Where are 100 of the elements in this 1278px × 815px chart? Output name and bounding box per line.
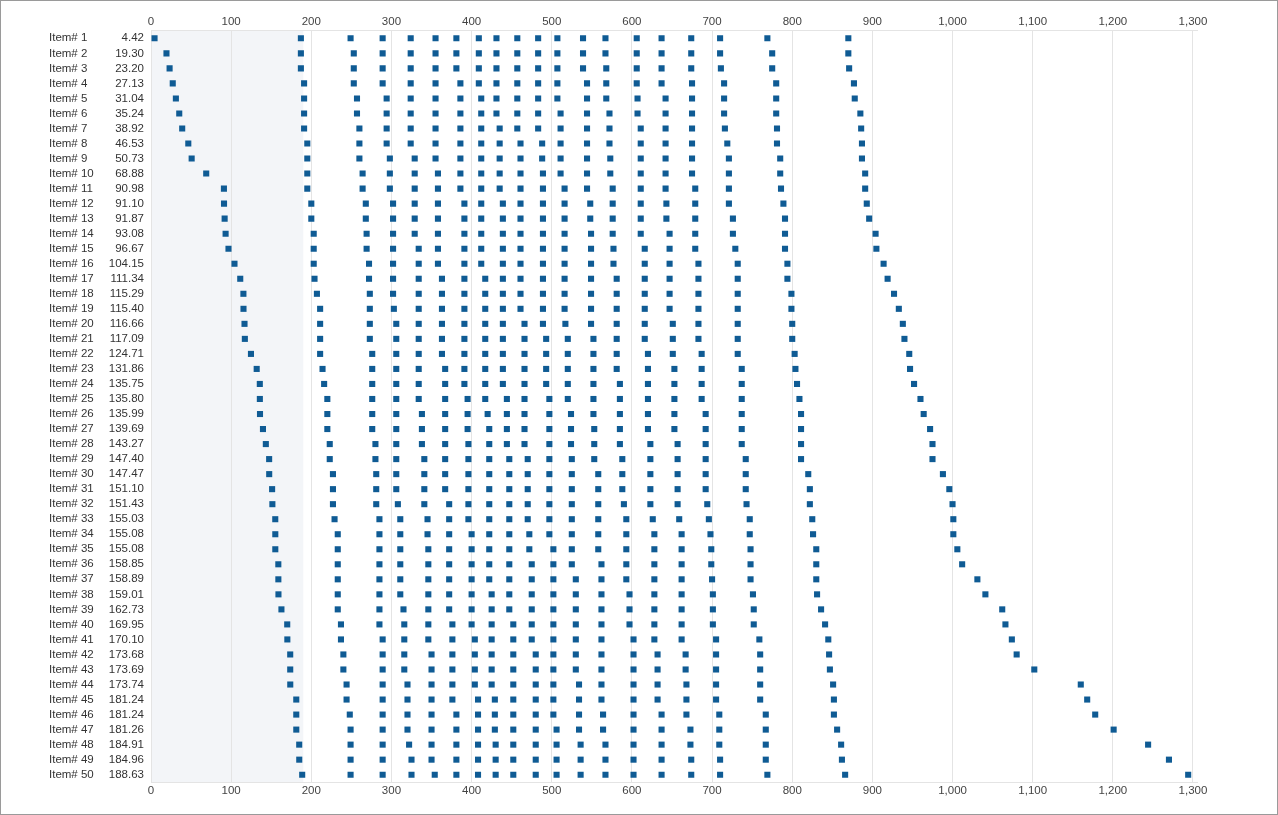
point xyxy=(553,771,560,778)
point xyxy=(350,65,357,72)
point xyxy=(742,486,749,493)
point xyxy=(421,456,428,463)
point xyxy=(266,456,273,463)
point xyxy=(557,155,564,162)
point xyxy=(369,395,376,403)
point xyxy=(568,546,575,553)
point xyxy=(438,305,445,312)
point xyxy=(662,95,669,102)
point xyxy=(920,410,927,418)
point xyxy=(373,501,380,508)
y-tick-label: Item# 13 xyxy=(49,211,94,224)
point xyxy=(438,275,445,282)
point xyxy=(521,320,528,327)
point xyxy=(496,170,503,177)
text: 159.01 xyxy=(108,587,144,600)
point xyxy=(577,756,584,763)
text: 151.43 xyxy=(108,497,144,510)
point xyxy=(588,230,595,237)
point xyxy=(438,290,445,297)
point xyxy=(465,441,472,448)
point xyxy=(151,35,158,42)
point xyxy=(688,80,696,87)
point xyxy=(535,80,542,87)
point xyxy=(557,125,564,132)
point xyxy=(773,80,780,87)
point xyxy=(709,591,716,598)
point xyxy=(644,426,651,433)
point xyxy=(397,591,404,598)
point xyxy=(499,380,506,387)
point xyxy=(369,380,376,387)
point xyxy=(482,290,489,297)
point xyxy=(561,260,568,267)
point xyxy=(613,290,620,297)
point xyxy=(275,561,282,568)
point xyxy=(709,576,716,583)
point xyxy=(949,501,956,508)
point xyxy=(464,426,471,433)
point xyxy=(717,756,724,763)
point xyxy=(442,365,449,372)
point xyxy=(340,651,347,658)
point xyxy=(687,741,694,748)
point xyxy=(588,275,595,282)
point xyxy=(630,636,637,643)
point xyxy=(610,245,617,252)
point xyxy=(603,95,610,102)
point xyxy=(442,395,449,403)
point xyxy=(561,275,568,282)
point xyxy=(434,170,441,177)
point xyxy=(623,576,630,583)
point xyxy=(651,621,658,628)
point xyxy=(539,170,546,177)
point xyxy=(514,50,521,57)
point xyxy=(695,320,702,327)
x2-tick-label: 1,300 xyxy=(1178,15,1208,28)
y-tick-label: Item# 19 xyxy=(49,301,94,314)
point xyxy=(510,741,517,748)
point xyxy=(275,591,282,598)
y-tick-label: Item# 25 xyxy=(49,392,94,405)
point xyxy=(583,170,591,177)
point xyxy=(577,771,584,778)
point xyxy=(434,200,441,207)
point xyxy=(535,95,542,102)
point xyxy=(493,35,500,42)
point xyxy=(411,200,418,207)
point xyxy=(297,35,304,42)
point xyxy=(729,215,736,222)
point xyxy=(583,140,591,147)
point xyxy=(734,320,741,327)
point xyxy=(550,636,557,643)
point xyxy=(499,305,506,312)
point xyxy=(747,546,754,553)
x-tick-label: 1,100 xyxy=(1018,784,1048,797)
point xyxy=(383,95,390,102)
point xyxy=(633,80,640,87)
point xyxy=(623,546,630,553)
point xyxy=(407,95,414,102)
point xyxy=(468,546,475,553)
point xyxy=(453,65,460,72)
point xyxy=(432,95,439,102)
point xyxy=(488,681,495,688)
point xyxy=(259,426,267,433)
point xyxy=(609,200,616,207)
point xyxy=(688,65,695,72)
point xyxy=(598,576,605,583)
point xyxy=(421,501,428,508)
point xyxy=(379,771,386,778)
point xyxy=(561,200,568,207)
point xyxy=(376,591,383,598)
point xyxy=(506,471,513,478)
point xyxy=(397,516,404,523)
point xyxy=(482,395,489,403)
point xyxy=(575,726,583,733)
point xyxy=(588,305,595,312)
point xyxy=(738,395,745,403)
point xyxy=(630,741,637,748)
point xyxy=(794,380,801,387)
x2-tick-label: 1,200 xyxy=(1098,15,1128,28)
y-tick-label: Item# 50 xyxy=(49,767,94,780)
